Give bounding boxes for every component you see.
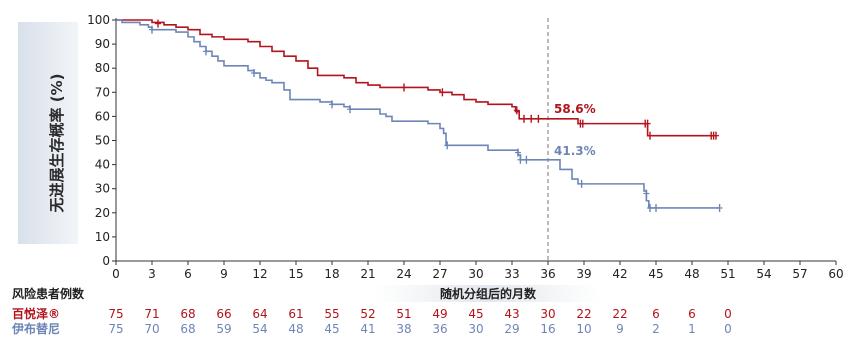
risk-value: 30 (540, 307, 555, 321)
y-tick-label: 50 (95, 134, 110, 148)
risk-value: 75 (108, 322, 123, 336)
risk-value: 54 (252, 322, 267, 336)
risk-value: 51 (396, 307, 411, 321)
risk-value: 0 (724, 322, 732, 336)
y-tick-label: 0 (102, 254, 110, 268)
x-tick-label: 36 (540, 267, 555, 281)
risk-value: 68 (180, 322, 195, 336)
x-tick-label: 18 (324, 267, 339, 281)
y-tick-label: 10 (95, 230, 110, 244)
x-tick-label: 54 (756, 267, 771, 281)
risk-value: 49 (432, 307, 447, 321)
risk-value: 48 (288, 322, 303, 336)
y-tick-label: 80 (95, 61, 110, 75)
risk-value: 2 (652, 322, 660, 336)
x-tick-label: 27 (432, 267, 447, 281)
risk-value: 22 (612, 307, 627, 321)
risk-value: 6 (688, 307, 696, 321)
risk-value: 6 (652, 307, 660, 321)
risk-value: 22 (576, 307, 591, 321)
risk-value: 59 (216, 322, 231, 336)
x-tick-label: 24 (396, 267, 411, 281)
x-axis-label: 随机分组后的月数 (440, 286, 537, 301)
x-tick-label: 57 (792, 267, 807, 281)
risk-row-label-1: 百悦泽® (12, 306, 60, 321)
x-tick-label: 30 (468, 267, 483, 281)
x-tick-label: 15 (288, 267, 303, 281)
y-tick-label: 90 (95, 37, 110, 51)
risk-value: 38 (396, 322, 411, 336)
risk-value: 66 (216, 307, 231, 321)
risk-value: 64 (252, 307, 267, 321)
risk-value: 10 (576, 322, 591, 336)
y-tick-label: 30 (95, 182, 110, 196)
risk-value: 0 (724, 307, 732, 321)
series-line-1 (116, 19, 716, 137)
x-tick-label: 12 (252, 267, 267, 281)
risk-value: 36 (432, 322, 447, 336)
x-tick-label: 33 (504, 267, 519, 281)
risk-table: 百悦泽® 75 71 68 66 64 61 55 52 51 49 45 43 30 22 22 6 6 0伊布替… (11, 306, 732, 336)
x-tick-label: 60 (828, 267, 843, 281)
annotation-label-2: 41.3% (554, 144, 596, 158)
y-tick-label: 100 (87, 13, 110, 27)
x-tick-label: 45 (648, 267, 663, 281)
risk-value: 9 (616, 322, 624, 336)
risk-value: 52 (360, 307, 375, 321)
risk-value: 55 (324, 307, 339, 321)
x-label-background (375, 285, 600, 302)
risk-value: 43 (504, 307, 519, 321)
risk-value: 29 (504, 322, 519, 336)
x-tick-label: 0 (112, 267, 120, 281)
y-tick-label: 60 (95, 109, 110, 123)
risk-row-label-2: 伊布替尼 (11, 321, 60, 336)
risk-value: 61 (288, 307, 303, 321)
y-tick-label: 70 (95, 85, 110, 99)
x-tick-label: 9 (220, 267, 228, 281)
risk-value: 30 (468, 322, 483, 336)
x-tick-label: 51 (720, 267, 735, 281)
risk-table-title: 风险患者例数 (12, 286, 85, 301)
risk-value: 71 (144, 307, 159, 321)
chart-series (116, 19, 723, 212)
y-tick-label: 40 (95, 158, 110, 172)
risk-value: 45 (468, 307, 483, 321)
x-tick-label: 48 (684, 267, 699, 281)
risk-value: 68 (180, 307, 195, 321)
x-tick-label: 42 (612, 267, 627, 281)
y-label-background (18, 22, 78, 244)
risk-value: 70 (144, 322, 159, 336)
y-tick-label: 20 (95, 206, 110, 220)
risk-value: 75 (108, 307, 123, 321)
x-tick-label: 3 (148, 267, 156, 281)
x-tick-label: 21 (360, 267, 375, 281)
y-axis-label: 无进展生存概率 (%) (48, 74, 66, 214)
risk-value: 1 (688, 322, 696, 336)
risk-value: 41 (360, 322, 375, 336)
x-tick-label: 6 (184, 267, 192, 281)
annotation-label-1: 58.6% (554, 102, 596, 116)
risk-value: 16 (540, 322, 555, 336)
x-tick-label: 39 (576, 267, 591, 281)
risk-value: 45 (324, 322, 339, 336)
chart-annotations: 58.6% 41.3% (554, 102, 596, 158)
